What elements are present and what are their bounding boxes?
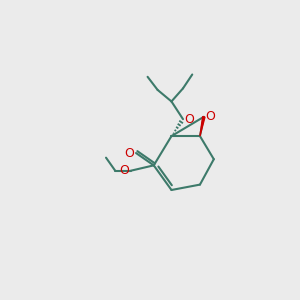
Text: O: O bbox=[205, 110, 215, 123]
Text: O: O bbox=[119, 164, 129, 177]
Polygon shape bbox=[200, 117, 205, 136]
Text: O: O bbox=[184, 113, 194, 126]
Text: O: O bbox=[124, 146, 134, 160]
